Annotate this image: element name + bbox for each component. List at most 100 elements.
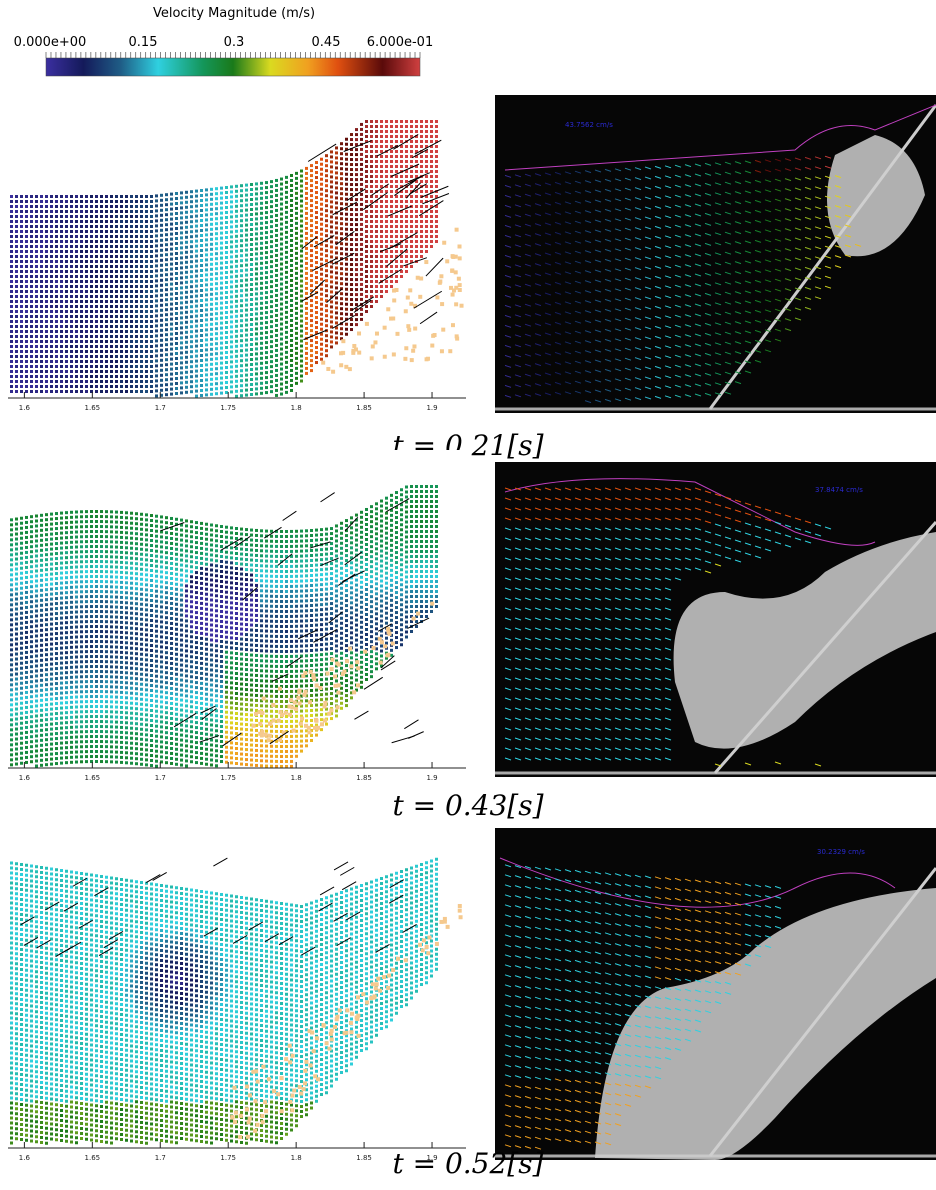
piv-arrow <box>704 352 712 356</box>
particle <box>100 285 103 288</box>
particle <box>225 276 228 279</box>
particle <box>185 310 188 314</box>
piv-arrow <box>684 194 692 198</box>
particle <box>400 225 403 228</box>
particle <box>240 204 243 208</box>
particle <box>220 336 223 340</box>
particle <box>250 298 253 301</box>
particle <box>335 281 338 285</box>
particle <box>110 335 113 338</box>
particle <box>370 240 373 243</box>
particle <box>350 293 353 297</box>
particle <box>235 214 238 218</box>
particle <box>60 210 63 213</box>
particle <box>10 260 13 263</box>
piv-arrow <box>674 304 682 308</box>
colorbar-tick-label: 0.000e+00 <box>14 35 87 50</box>
particle <box>40 588 43 592</box>
piv-arrow <box>534 363 542 367</box>
particle <box>365 235 368 238</box>
particle <box>390 260 393 263</box>
piv-arrow <box>534 223 542 227</box>
particle <box>400 145 403 148</box>
piv-arrow <box>644 296 652 300</box>
particle <box>360 172 363 176</box>
particle <box>45 758 48 762</box>
particle <box>215 257 218 261</box>
particle <box>175 372 178 375</box>
particle <box>310 259 313 263</box>
particle <box>180 341 183 345</box>
particle <box>60 240 63 243</box>
particle <box>25 570 28 574</box>
particle <box>10 568 13 572</box>
particle <box>25 220 28 223</box>
particle <box>375 225 378 228</box>
particle <box>115 390 118 393</box>
piv-arrow <box>794 167 802 171</box>
particle <box>265 201 268 205</box>
particle <box>85 280 88 283</box>
particle <box>305 326 308 330</box>
particle <box>220 261 223 265</box>
particle <box>390 280 393 283</box>
x-axis-tick-label: 1.6 <box>19 404 31 410</box>
slope-particle <box>411 348 416 353</box>
particle <box>165 383 168 387</box>
particle <box>55 562 58 566</box>
particle <box>290 308 293 312</box>
particle <box>60 646 63 650</box>
particle <box>210 282 213 286</box>
particle <box>20 200 23 203</box>
piv-arrow <box>524 353 532 357</box>
particle <box>10 380 13 383</box>
piv-arrow <box>674 384 682 388</box>
piv-arrow <box>614 188 622 192</box>
particle <box>185 275 188 279</box>
particle <box>190 390 193 394</box>
particle <box>205 373 208 377</box>
particle <box>180 366 183 370</box>
piv-arrow <box>554 181 562 185</box>
particle <box>115 245 118 248</box>
particle <box>140 360 143 363</box>
particle <box>220 386 223 390</box>
particle <box>25 200 28 203</box>
velocity-arrow <box>353 299 372 313</box>
particle <box>145 195 148 198</box>
piv-arrow <box>504 274 512 278</box>
particle <box>345 252 348 256</box>
particle <box>330 305 333 309</box>
particle <box>10 365 13 368</box>
particle <box>45 648 48 652</box>
particle <box>115 275 118 278</box>
particle <box>250 293 253 296</box>
particle <box>125 360 128 363</box>
particle <box>325 169 328 173</box>
particle <box>90 205 93 208</box>
particle <box>205 363 208 367</box>
particle <box>200 224 203 227</box>
particle <box>155 364 158 368</box>
particle <box>230 190 233 194</box>
piv-arrow <box>684 264 692 268</box>
particle <box>60 606 63 610</box>
particle <box>130 320 133 323</box>
particle <box>85 200 88 203</box>
piv-arrow <box>754 189 762 193</box>
particle <box>100 350 103 353</box>
particle <box>120 325 123 328</box>
particle <box>25 210 28 213</box>
particle <box>420 155 423 158</box>
particle <box>205 353 208 357</box>
particle <box>295 261 298 265</box>
slope-particle <box>404 346 409 351</box>
particle <box>105 250 108 253</box>
piv-arrow <box>514 294 522 298</box>
piv-arrow <box>554 191 562 195</box>
piv-arrow <box>724 231 732 235</box>
particle <box>30 665 33 669</box>
particle <box>35 659 38 663</box>
particle <box>10 678 13 682</box>
particle <box>365 140 368 143</box>
